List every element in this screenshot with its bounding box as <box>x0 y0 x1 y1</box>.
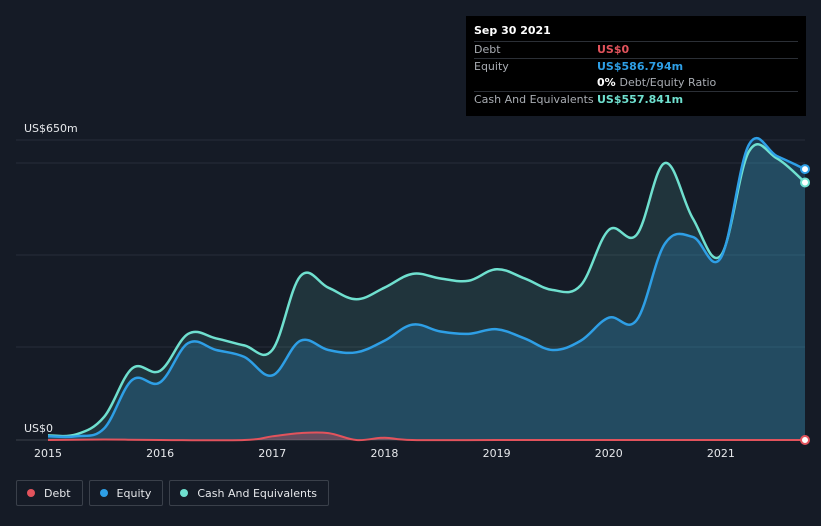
legend-label-cash: Cash And Equivalents <box>197 486 317 500</box>
tooltip-debt-label: Debt <box>474 43 501 56</box>
tooltip-ratio-value: 0% <box>597 76 616 89</box>
line-equity <box>47 136 806 439</box>
tooltip-debt-value: US$0 <box>597 43 630 56</box>
legend-item-debt[interactable]: Debt <box>16 480 83 506</box>
area-cash-and-equivalents <box>48 144 805 440</box>
tooltip-ratio: 0% Debt/Equity Ratio <box>597 75 716 91</box>
tooltip-equity-label: Equity <box>474 60 509 73</box>
legend-dot-equity-icon <box>99 489 108 497</box>
legend-item-equity[interactable]: Equity <box>88 480 164 506</box>
legend-label-debt: Debt <box>44 486 71 500</box>
legend: Debt Equity Cash And Equivalents <box>16 480 329 506</box>
legend-label-equity: Equity <box>116 486 152 500</box>
x-tick-label: 2021 <box>707 447 735 460</box>
tooltip-row-ratio: 0% Debt/Equity Ratio <box>474 75 798 91</box>
endpoint-cash-and-equivalents <box>800 177 810 188</box>
series-endpoints <box>800 164 810 445</box>
area-equity <box>48 138 805 441</box>
tooltip-ratio-spacer <box>474 75 597 91</box>
series-lines <box>47 136 806 442</box>
y-axis-top-label: US$650m <box>24 122 78 135</box>
tooltip-row-debt: Debt US$0 <box>474 41 798 58</box>
tooltip-cash-value: US$557.841m <box>597 93 684 106</box>
tooltip: Sep 30 2021 Debt US$0 Equity US$586.794m… <box>466 16 806 116</box>
x-tick-label: 2015 <box>34 447 62 460</box>
tooltip-ratio-label: Debt/Equity Ratio <box>619 76 717 89</box>
tooltip-row-cash: Cash And Equivalents US$557.841m <box>474 91 798 108</box>
x-tick-label: 2017 <box>258 447 286 460</box>
tooltip-cash-label: Cash And Equivalents <box>474 93 594 106</box>
series-areas <box>48 138 805 441</box>
x-tick-label: 2020 <box>595 447 623 460</box>
endpoint-debt <box>800 435 810 445</box>
x-tick-label: 2016 <box>146 447 174 460</box>
line-cash-and-equivalents <box>47 143 806 438</box>
x-tick-label: 2019 <box>483 447 511 460</box>
legend-dot-debt-icon <box>27 489 35 497</box>
line-debt <box>47 431 805 442</box>
x-axis: 2015 2016 2017 2018 2019 2020 2021 <box>34 447 735 460</box>
endpoint-equity <box>800 164 810 175</box>
legend-item-cash[interactable]: Cash And Equivalents <box>169 480 329 506</box>
tooltip-equity-value: US$586.794m <box>597 60 684 73</box>
legend-dot-cash-icon <box>180 489 189 497</box>
x-tick-label: 2018 <box>370 447 398 460</box>
y-axis-bottom-label: US$0 <box>24 422 53 435</box>
tooltip-date: Sep 30 2021 <box>474 24 551 37</box>
tooltip-row-equity: Equity US$586.794m <box>474 58 798 75</box>
